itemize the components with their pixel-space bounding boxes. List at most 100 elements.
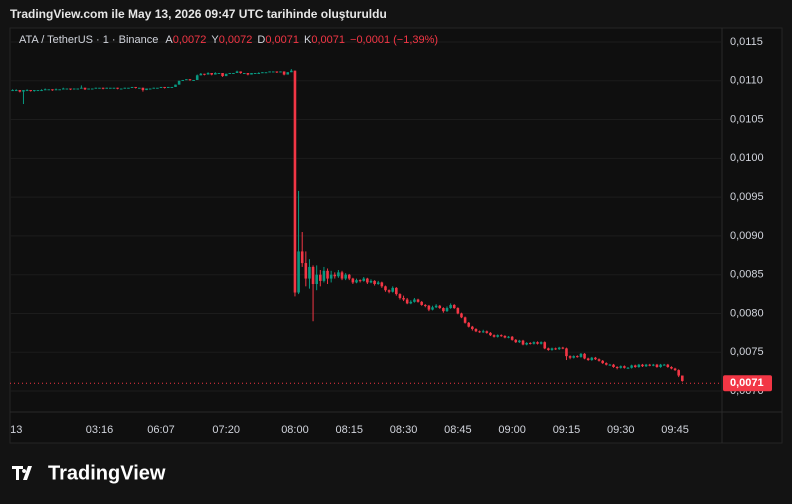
candle-body bbox=[98, 87, 101, 89]
candle-body bbox=[333, 274, 337, 277]
y-tick-label: 0,0090 bbox=[730, 230, 764, 242]
candle-body bbox=[239, 71, 242, 73]
x-tick-label: 06:07 bbox=[147, 424, 175, 436]
candle-body bbox=[576, 356, 579, 358]
candle-body bbox=[547, 348, 550, 350]
candle-body bbox=[445, 308, 449, 312]
candle-body bbox=[72, 88, 76, 90]
candle-body bbox=[503, 335, 507, 338]
legend-value: 0,0072 bbox=[218, 34, 253, 46]
candle-body bbox=[648, 364, 652, 366]
candle-body bbox=[268, 71, 271, 73]
candle-body bbox=[518, 340, 521, 343]
candle-body bbox=[489, 332, 492, 336]
last-price-label: 0,0071 bbox=[730, 377, 764, 389]
candle-body bbox=[604, 363, 608, 365]
candle-body bbox=[532, 342, 536, 344]
candle-body bbox=[134, 86, 137, 88]
page-title: TradingView.com ile May 13, 2026 09:47 U… bbox=[10, 7, 387, 21]
candle-body bbox=[192, 79, 195, 81]
candle-body bbox=[232, 72, 235, 74]
candle-body bbox=[460, 313, 463, 318]
candle-body bbox=[58, 89, 61, 91]
candle-body bbox=[112, 87, 116, 89]
candle-body bbox=[18, 90, 22, 92]
candle-body bbox=[456, 308, 460, 314]
candle-body bbox=[14, 90, 18, 92]
candle-body bbox=[308, 266, 311, 279]
candle-body bbox=[61, 88, 65, 90]
candle-body bbox=[138, 87, 141, 89]
candle-body bbox=[275, 71, 279, 73]
candle-body bbox=[478, 331, 481, 333]
candle-body bbox=[76, 88, 80, 90]
candle-body bbox=[159, 86, 163, 88]
candle-body bbox=[90, 88, 94, 90]
candle-body bbox=[677, 370, 680, 376]
x-tick-label: 13 bbox=[10, 424, 22, 436]
candle-body bbox=[481, 331, 485, 333]
candle-body bbox=[550, 348, 554, 350]
candle-body bbox=[116, 87, 119, 89]
candle-body bbox=[391, 287, 394, 292]
candle-body bbox=[355, 280, 358, 283]
candle-body bbox=[681, 375, 684, 381]
candle-body bbox=[242, 72, 246, 74]
legend-key: Y bbox=[211, 34, 219, 46]
x-tick-label: 09:30 bbox=[607, 424, 635, 436]
plot-area bbox=[10, 69, 722, 384]
y-tick-label: 0,0110 bbox=[730, 75, 763, 87]
candle-body bbox=[492, 335, 496, 337]
candle-body bbox=[166, 86, 170, 88]
y-tick-label: 0,0095 bbox=[730, 191, 764, 203]
candle-body bbox=[29, 90, 32, 92]
candle-body bbox=[279, 71, 282, 73]
candle-body bbox=[431, 307, 434, 310]
candle-body bbox=[366, 278, 369, 283]
y-tick-label: 0,0100 bbox=[730, 152, 764, 164]
candle-body bbox=[185, 79, 188, 81]
candle-body bbox=[257, 72, 261, 74]
candle-body bbox=[123, 87, 127, 89]
candle-body bbox=[105, 87, 109, 89]
candle-body bbox=[43, 89, 47, 91]
candle-body bbox=[644, 364, 648, 367]
candle-body bbox=[33, 90, 36, 92]
candle-body bbox=[449, 304, 452, 309]
candle-body bbox=[659, 364, 662, 368]
legend-key: A bbox=[165, 34, 173, 46]
symbol-legend: ATA / TetherUS · 1 · Binance A0,0072 Y0,00… bbox=[19, 34, 438, 46]
candle-body bbox=[210, 72, 213, 75]
candle-body bbox=[471, 326, 474, 329]
candle-body bbox=[434, 305, 438, 308]
candle-body bbox=[206, 72, 210, 75]
last-price-box bbox=[723, 375, 772, 392]
candle-body bbox=[514, 339, 518, 343]
candle-body bbox=[315, 274, 318, 284]
candle-body bbox=[337, 272, 340, 277]
candle-body bbox=[36, 90, 40, 92]
candle-body bbox=[253, 72, 257, 74]
candle-body bbox=[583, 353, 586, 359]
candle-body bbox=[608, 364, 612, 366]
candle-body bbox=[369, 280, 373, 283]
candle-body bbox=[601, 360, 604, 364]
candle-body bbox=[409, 301, 413, 304]
candle-body bbox=[528, 342, 532, 344]
candle-body bbox=[623, 366, 626, 368]
candle-body bbox=[565, 348, 568, 357]
candle-body bbox=[261, 72, 264, 74]
candle-body bbox=[109, 87, 112, 89]
candle-body bbox=[539, 342, 543, 344]
legend-value: 0,0071 bbox=[265, 34, 300, 46]
candle-body bbox=[420, 301, 423, 305]
candle-body bbox=[438, 305, 442, 309]
candle-body bbox=[673, 368, 677, 371]
grid bbox=[10, 41, 722, 392]
candle-body bbox=[130, 86, 134, 88]
candle-body bbox=[214, 72, 217, 75]
candle-body bbox=[467, 322, 471, 327]
candle-body bbox=[413, 299, 416, 302]
candle-body bbox=[282, 71, 286, 75]
